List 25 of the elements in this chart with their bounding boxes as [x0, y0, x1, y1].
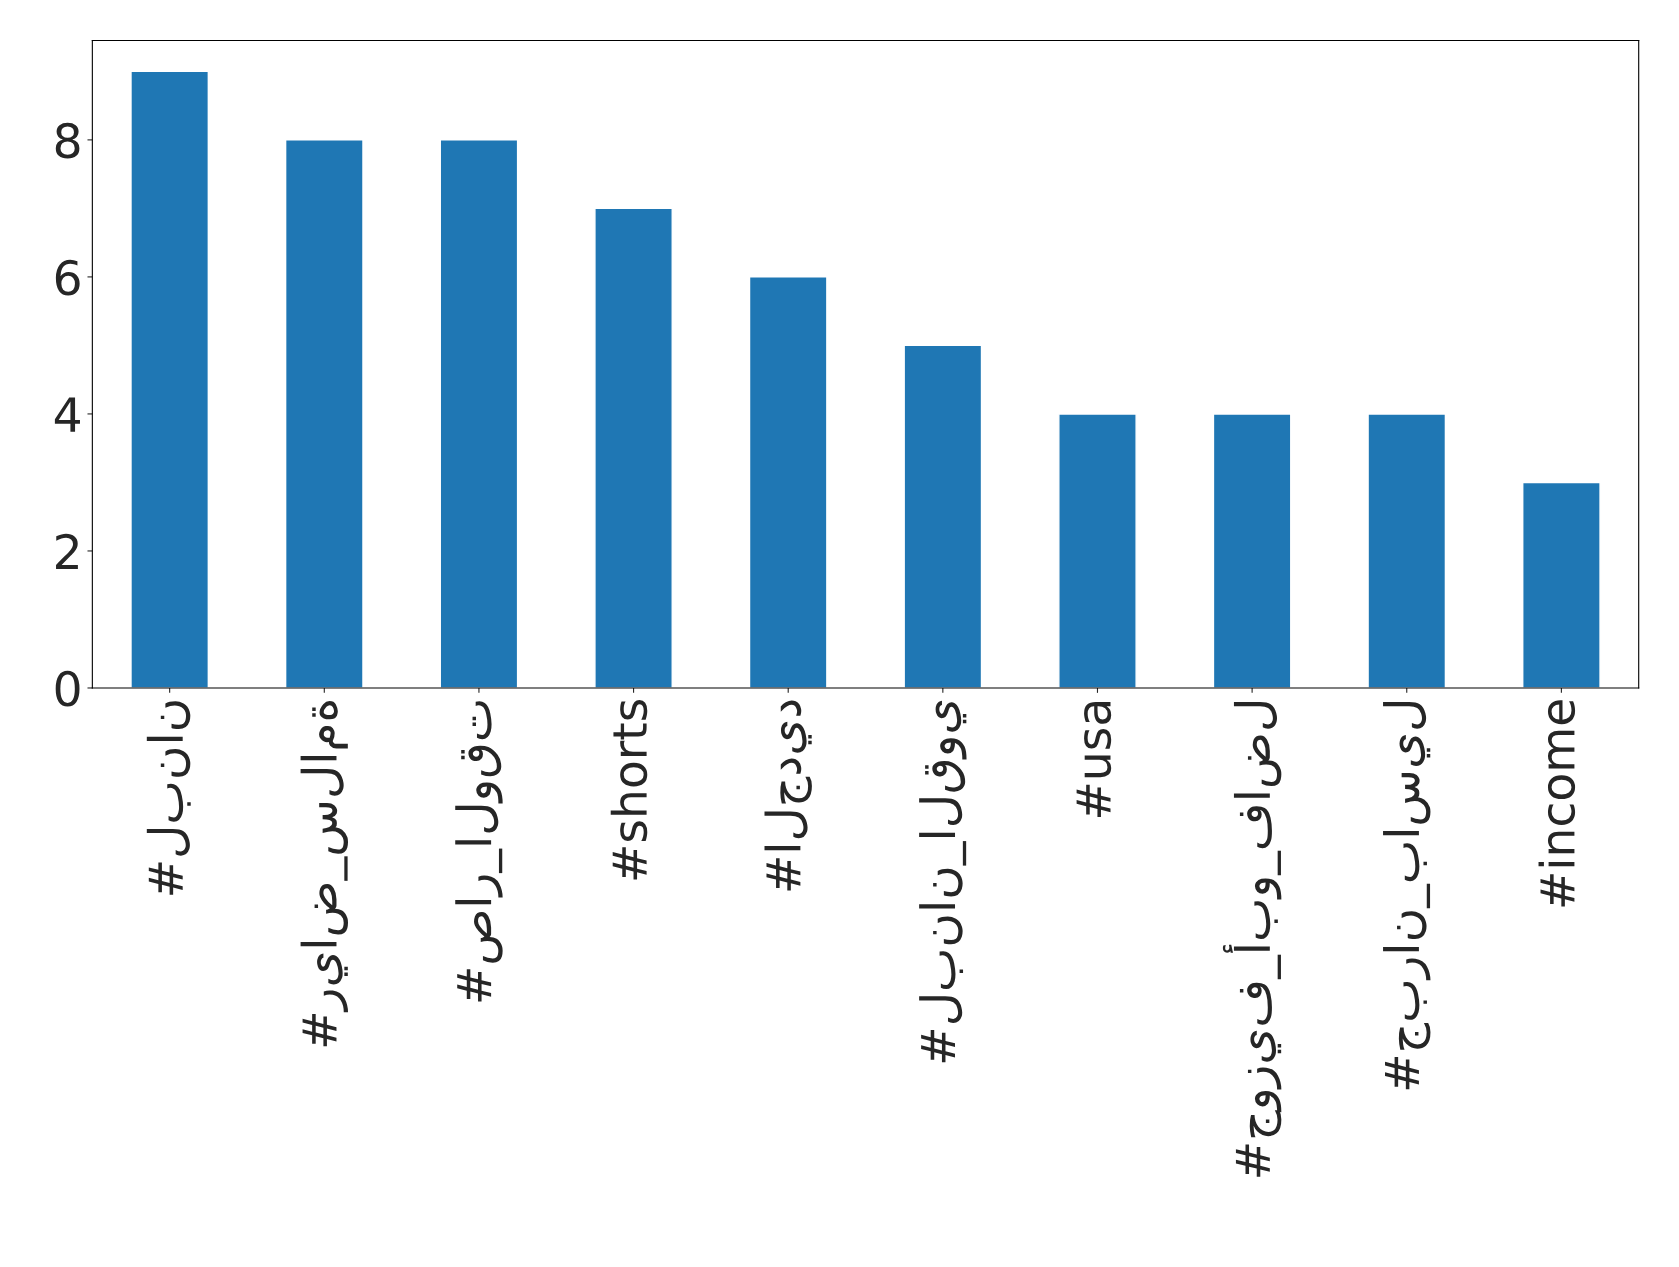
x-tick-label: #لبنان [146, 701, 191, 895]
x-tick-label: #shorts [610, 700, 648, 880]
bar [1212, 413, 1292, 688]
bar [1058, 413, 1137, 688]
y-tick-label: 0 [55, 670, 80, 707]
y-tick-label: 4 [54, 397, 80, 432]
y-tick-label: 8 [55, 122, 80, 159]
x-tick-label: #لبنان_القوي [919, 700, 967, 1063]
x-tick-label: #رياض_سلامة [300, 701, 349, 1047]
bar [903, 344, 983, 688]
x-tick-label: #income [1538, 700, 1576, 907]
bar [130, 70, 210, 688]
y-tick-label: 6 [55, 259, 80, 296]
x-tick-label: #جبران_باسيل [1383, 701, 1431, 1090]
x-tick-label: #الجديد [764, 700, 812, 891]
bar [439, 139, 519, 688]
bar [748, 276, 828, 688]
x-tick-label: #صار_الوقت [455, 701, 503, 1002]
bar [594, 207, 673, 688]
bar [1367, 413, 1447, 688]
bar [284, 139, 364, 688]
x-tick-label: #جوزيف_أبو_فاضل [1222, 701, 1282, 1177]
y-tick-label: 2 [56, 533, 78, 569]
bar [1522, 481, 1601, 688]
x-tick-label: #usa [1076, 701, 1112, 818]
